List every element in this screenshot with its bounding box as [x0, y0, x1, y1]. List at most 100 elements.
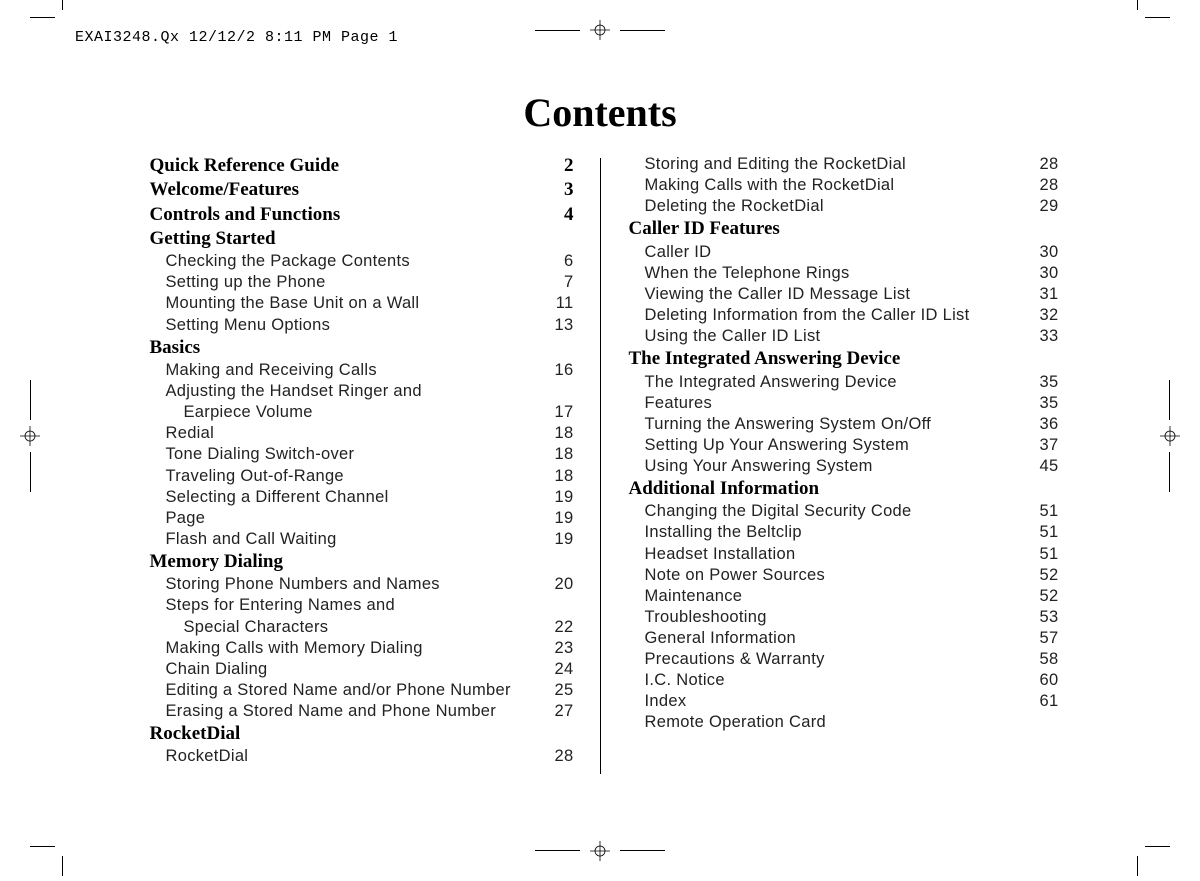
toc-entry: Setting up the Phone7 [150, 272, 574, 293]
toc-entry: Headset Installation51 [629, 544, 1059, 565]
crop-mark [1137, 0, 1138, 10]
toc-entry: Steps for Entering Names and [150, 595, 574, 616]
toc-section: RocketDial [150, 722, 574, 746]
toc-entry: Checking the Package Contents 6 [150, 251, 574, 272]
toc-page-number: 53 [1029, 607, 1059, 628]
toc-entry-label: Maintenance [629, 586, 743, 607]
toc-page-number: 35 [1029, 372, 1059, 393]
toc-entry: Setting Up Your Answering System37 [629, 435, 1059, 456]
toc-entry-label: Traveling Out-of-Range [150, 466, 344, 487]
toc-page-number: 37 [1029, 435, 1059, 456]
crop-mark [30, 17, 55, 18]
toc-entry-label: Making Calls with Memory Dialing [150, 638, 423, 659]
toc-entry: RocketDial28 [150, 746, 574, 767]
toc-entry: Changing the Digital Security Code 51 [629, 501, 1059, 522]
toc-entry-label: Page [150, 508, 206, 529]
toc-entry-label: Chain Dialing [150, 659, 268, 680]
toc-entry: Using the Caller ID List33 [629, 326, 1059, 347]
crop-mark [1169, 380, 1170, 420]
toc-entry-label: Mounting the Base Unit on a Wall [150, 293, 420, 314]
toc-entry-label: Remote Operation Card [629, 712, 826, 733]
toc-page-number: 22 [544, 617, 574, 638]
toc-page-number: 3 [564, 178, 574, 202]
toc-entry: Features 35 [629, 393, 1059, 414]
toc-page-number: 61 [1029, 691, 1059, 712]
crop-mark [620, 850, 665, 851]
toc-page-number: 6 [544, 251, 574, 272]
registration-mark-icon [20, 426, 40, 446]
toc-entry: Installing the Beltclip51 [629, 522, 1059, 543]
toc-entry: Traveling Out-of-Range 18 [150, 466, 574, 487]
crop-mark [1169, 452, 1170, 492]
toc-page-number: 57 [1029, 628, 1059, 649]
toc-entry-label: I.C. Notice [629, 670, 725, 691]
toc-entry: Maintenance52 [629, 586, 1059, 607]
toc-entry-label: General Information [629, 628, 797, 649]
toc-page-number: 23 [544, 638, 574, 659]
toc-section-label: Basics [150, 336, 201, 360]
toc-entry-label: Steps for Entering Names and [150, 595, 395, 616]
toc-section-label: Additional Information [629, 477, 820, 501]
toc-entry-label: The Integrated Answering Device [629, 372, 897, 393]
toc-entry-label: Changing the Digital Security Code [629, 501, 912, 522]
page-frame: Contents Quick Reference Guide2Welcome/F… [62, 17, 1138, 847]
toc-entry-label: Storing and Editing the RocketDial [629, 154, 907, 175]
toc-entry: Turning the Answering System On/Off36 [629, 414, 1059, 435]
crop-mark [62, 856, 63, 876]
toc-section-label: Caller ID Features [629, 217, 780, 241]
toc-entry: Chain Dialing 24 [150, 659, 574, 680]
toc-entry: Mounting the Base Unit on a Wall 11 [150, 293, 574, 314]
toc-entry: Erasing a Stored Name and Phone Number27 [150, 701, 574, 722]
toc-page-number: 35 [1029, 393, 1059, 414]
crop-mark [30, 452, 31, 492]
toc-entry-label: Checking the Package Contents [150, 251, 410, 272]
toc-entry: Precautions & Warranty58 [629, 649, 1059, 670]
toc-entry-label: Editing a Stored Name and/or Phone Numbe… [150, 680, 511, 701]
toc-page-number: 28 [1029, 154, 1059, 175]
toc-page-number: 24 [544, 659, 574, 680]
toc-entry-label: Features [629, 393, 713, 414]
toc-entry: Page19 [150, 508, 574, 529]
toc-entry-label: Flash and Call Waiting [150, 529, 337, 550]
crop-mark [1137, 856, 1138, 876]
toc-entry-label: Using Your Answering System [629, 456, 873, 477]
toc-entry: Making Calls with the RocketDial28 [629, 175, 1059, 196]
toc-entry: Tone Dialing Switch-over18 [150, 444, 574, 465]
toc-entry: Deleting the RocketDial29 [629, 196, 1059, 217]
toc-entry: Viewing the Caller ID Message List31 [629, 284, 1059, 305]
toc-page-number: 18 [544, 423, 574, 444]
toc-page-number: 7 [544, 272, 574, 293]
toc-entry: General Information 57 [629, 628, 1059, 649]
toc-section: Additional Information [629, 477, 1059, 501]
toc-entry: Earpiece Volume17 [150, 402, 574, 423]
toc-page-number: 20 [544, 574, 574, 595]
toc-page-number: 16 [544, 360, 574, 381]
crop-mark [62, 0, 63, 10]
toc-section-label: Quick Reference Guide [150, 154, 340, 178]
toc-entry: Deleting Information from the Caller ID … [629, 305, 1059, 326]
toc-section-label: Getting Started [150, 227, 276, 251]
toc-page-number: 19 [544, 487, 574, 508]
toc-entry: Caller ID30 [629, 242, 1059, 263]
toc-entry: Setting Menu Options13 [150, 315, 574, 336]
toc-entry: Note on Power Sources52 [629, 565, 1059, 586]
toc-page-number: 30 [1029, 263, 1059, 284]
toc-entry-label: Caller ID [629, 242, 712, 263]
page-title: Contents [62, 89, 1138, 136]
crop-mark [1145, 17, 1170, 18]
toc-page-number: 51 [1029, 501, 1059, 522]
toc-entry-label: Turning the Answering System On/Off [629, 414, 932, 435]
toc-entry-label: Index [629, 691, 687, 712]
toc-entry-label: Making and Receiving Calls [150, 360, 377, 381]
toc-entry-label: Redial [150, 423, 215, 444]
toc-page-number: 18 [544, 466, 574, 487]
toc-entry-label: Earpiece Volume [150, 402, 313, 423]
contents-column-right: Storing and Editing the RocketDial 28Maki… [609, 154, 1099, 778]
toc-section: Getting Started [150, 227, 574, 251]
toc-entry-label: Viewing the Caller ID Message List [629, 284, 911, 305]
toc-page-number: 11 [544, 293, 574, 314]
toc-page-number: 51 [1029, 544, 1059, 565]
toc-page-number: 45 [1029, 456, 1059, 477]
toc-entry: Redial 18 [150, 423, 574, 444]
toc-section: The Integrated Answering Device [629, 347, 1059, 371]
